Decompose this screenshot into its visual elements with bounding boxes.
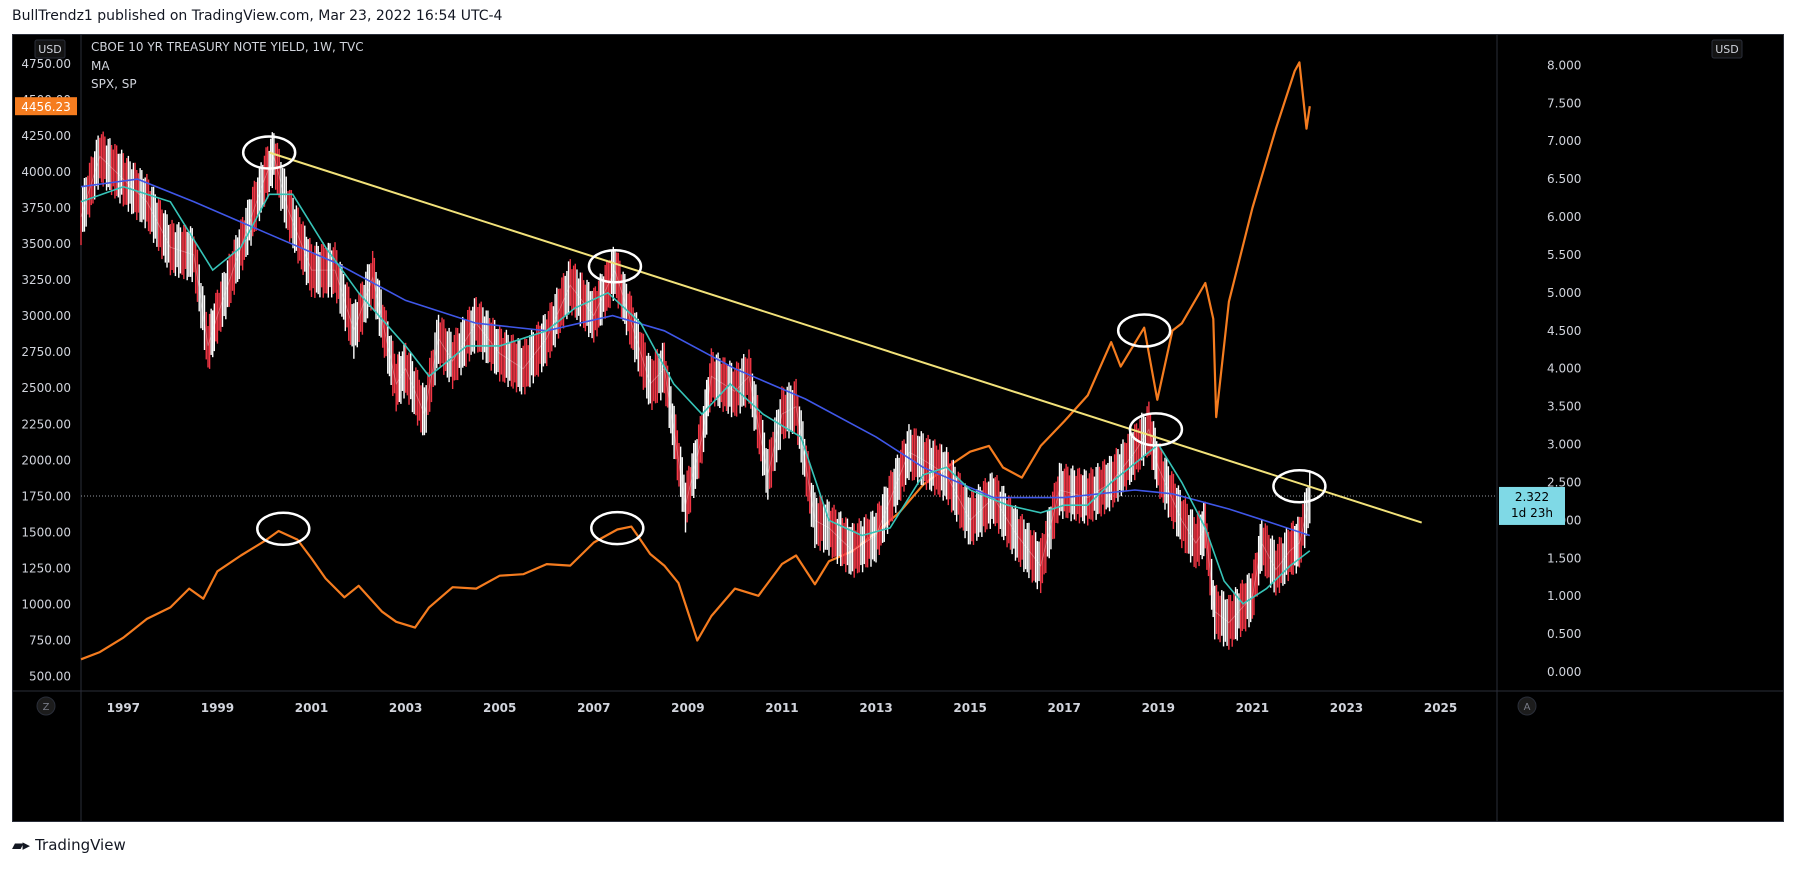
right-axis-tick: 8.000 [1547,58,1581,72]
right-axis-tick: 7.000 [1547,134,1581,148]
highlight-circle [256,511,311,547]
yield-close-line [80,155,1311,624]
time-axis-tick: 2017 [1047,701,1080,715]
right-axis-tick: 4.500 [1547,324,1581,338]
right-axis-tick: 4.000 [1547,362,1581,376]
legend-symbol-spx[interactable]: SPX, SP [91,77,137,91]
right-axis-tick: 6.500 [1547,172,1581,186]
time-axis-tick: 2007 [577,701,610,715]
left-axis-tick: 2750.00 [21,345,71,359]
left-axis-tick: 500.00 [29,670,71,684]
ma-slow-line [80,178,1311,537]
spx-price-badge [15,97,77,116]
left-axis-tick: 4250.00 [21,129,71,143]
time-axis-tick: 2019 [1142,701,1175,715]
time-axis-tick: 2003 [389,701,422,715]
chart-panel[interactable]: 500.00 750.00 1000.00 1250.00 1500.00 1750.00… [12,34,1784,822]
time-axis-tick: 1999 [201,701,234,715]
left-axis-tick: 1750.00 [21,489,71,503]
legend-ma[interactable]: MA [91,59,110,73]
time-axis-tick: 2009 [671,701,704,715]
left-axis-tick: 2250.00 [21,417,71,431]
time-axis-tick: 2015 [953,701,986,715]
highlight-circle [1116,313,1172,348]
left-currency-label[interactable]: USD [38,43,62,56]
right-axis-tick: 5.500 [1547,248,1581,262]
right-axis-tick: 3.500 [1547,400,1581,414]
chart-svg[interactable]: 500.00 750.00 1000.00 1250.00 1500.00 1750.00… [13,35,1784,822]
footer-brand[interactable]: ▰▸ TradingView [12,836,126,854]
time-axis-tick: 2013 [859,701,892,715]
left-axis-tick: 1250.00 [21,561,71,575]
time-axis-tick: 1997 [107,701,140,715]
zoom-button[interactable]: Z [43,702,50,713]
tradingview-logo-icon: ▰▸ [12,836,30,854]
yield-price-badge [1499,486,1565,525]
right-axis-tick: 0.000 [1547,665,1581,679]
highlight-circle [1272,468,1327,504]
ma-fast-line [80,185,1311,605]
highlight-circle [1128,412,1184,447]
time-axis-tick: 2021 [1236,701,1269,715]
right-axis-tick: 6.000 [1547,210,1581,224]
time-axis-tick: 2023 [1330,701,1363,715]
right-currency-label[interactable]: USD [1715,43,1739,56]
yield-countdown: 1d 23h [1511,506,1553,520]
spx-price-value: 4456.23 [21,100,71,114]
highlight-circle [241,135,297,170]
right-axis-tick: 0.500 [1547,627,1581,641]
right-axis-tick: 5.000 [1547,286,1581,300]
left-axis-tick: 4000.00 [21,165,71,179]
right-axis-tick: 2.500 [1547,475,1581,489]
spx-line [80,61,1311,661]
left-axis-tick: 2500.00 [21,381,71,395]
left-axis-tick: 750.00 [29,634,71,648]
time-axis-tick: 2001 [295,701,328,715]
left-axis-tick: 4750.00 [21,57,71,71]
left-axis-tick: 2000.00 [21,453,71,467]
left-axis-tick: 3500.00 [21,237,71,251]
legend-symbol-yield[interactable]: CBOE 10 YR TREASURY NOTE YIELD, 1W, TVC [91,40,364,54]
publisher-line: BullTrendz1 published on TradingView.com… [12,8,503,24]
left-axis-tick: 1500.00 [21,525,71,539]
highlight-circle [587,249,643,284]
right-axis-tick: 1.500 [1547,551,1581,565]
footer-brand-label: TradingView [35,836,126,854]
left-axis-tick: 1000.00 [21,597,71,611]
right-axis-tick: 1.000 [1547,589,1581,603]
yield-price-value: 2.322 [1515,490,1549,504]
time-axis-tick: 2011 [765,701,798,715]
left-axis-tick: 3750.00 [21,201,71,215]
auto-scale-button[interactable]: A [1524,702,1531,713]
right-axis-tick: 7.500 [1547,96,1581,110]
highlight-circle [590,510,645,546]
time-axis-tick: 2025 [1424,701,1457,715]
left-axis-tick: 3250.00 [21,273,71,287]
right-axis-tick: 3.000 [1547,438,1581,452]
trendline [268,151,1423,524]
time-axis-tick: 2005 [483,701,516,715]
left-axis-tick: 3000.00 [21,309,71,323]
